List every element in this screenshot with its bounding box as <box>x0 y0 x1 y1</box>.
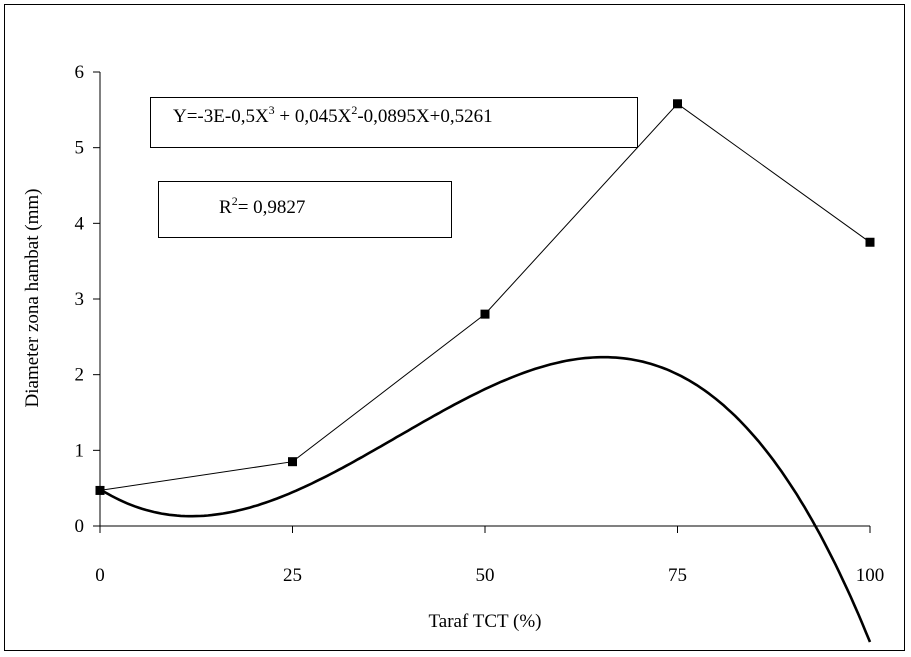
data-point-marker <box>673 99 682 109</box>
x-tick-label: 75 <box>668 565 687 586</box>
y-tick-label: 2 <box>75 365 85 386</box>
equation-sup-2: 2 <box>351 103 358 117</box>
y-axis-title: Diameter zona hambat (mm) <box>22 189 43 408</box>
data-point-marker <box>288 457 297 467</box>
r-squared-box: R2= 0,9827 <box>158 181 452 238</box>
x-tick-label: 25 <box>283 565 302 586</box>
y-tick-label: 4 <box>75 213 85 234</box>
y-tick-label: 6 <box>75 62 85 83</box>
x-tick-label: 50 <box>476 565 495 586</box>
r-squared-sup: 2 <box>231 194 238 208</box>
x-tick-label: 100 <box>856 565 885 586</box>
y-tick-label: 1 <box>75 440 85 461</box>
equation-text-post: -0,0895X+0,5261 <box>357 106 493 127</box>
equation-text-pre: Y=-3E-0,5X <box>173 106 269 127</box>
y-tick-label: 5 <box>75 138 85 159</box>
equation-sup-1: 3 <box>268 103 275 117</box>
r-squared-post: = 0,9827 <box>237 197 306 218</box>
equation-box: Y=-3E-0,5X3 + 0,045X2-0,0895X+0,5261 <box>150 97 638 148</box>
x-tick-label: 0 <box>95 565 105 586</box>
trendline <box>99 355 872 643</box>
plot-area <box>95 99 875 643</box>
data-point-marker <box>480 309 490 319</box>
y-tick-label: 3 <box>75 289 85 310</box>
ticks: 0 1 2 3 4 5 6 0 25 50 75 100 <box>75 62 885 586</box>
y-tick-label: 0 <box>75 516 85 537</box>
r-squared-pre: R <box>219 197 232 218</box>
data-point-marker <box>95 485 105 495</box>
chart-frame <box>4 4 905 651</box>
series-line <box>99 103 871 491</box>
equation-text-mid: + 0,045X <box>274 106 352 127</box>
data-point-marker <box>865 237 875 247</box>
x-axis-title: Taraf TCT (%) <box>429 611 542 632</box>
